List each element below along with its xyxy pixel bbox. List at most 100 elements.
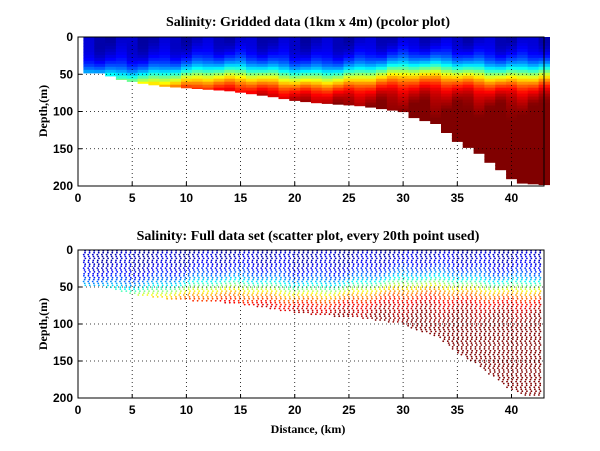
scatter-point [460, 313, 463, 316]
scatter-point [88, 282, 91, 285]
scatter-point [83, 278, 86, 281]
scatter-point [516, 296, 519, 298]
scatter-point [403, 271, 405, 273]
scatter-point [370, 296, 373, 298]
scatter-point [207, 271, 210, 273]
scatter-point [233, 301, 236, 304]
pcolor-cell [484, 93, 496, 98]
scatter-point [484, 297, 487, 300]
scatter-point [374, 313, 376, 316]
scatter-point [251, 259, 254, 262]
scatter-point [529, 301, 532, 304]
scatter-point [220, 276, 223, 279]
pcolor-cell [235, 90, 247, 93]
scatter-point [533, 394, 536, 396]
scatter-point [539, 351, 541, 354]
scatter-point [425, 257, 428, 260]
scatter-point [301, 280, 303, 283]
scatter-point [539, 265, 541, 267]
scatter-point [228, 259, 231, 262]
scatter-point [511, 388, 514, 391]
scatter-point [288, 265, 291, 267]
scatter-point [489, 263, 492, 266]
scatter-point [492, 280, 495, 283]
pcolor-cell [506, 162, 518, 166]
scatter-point [371, 263, 373, 266]
scatter-point [396, 321, 399, 323]
pcolor-cell [300, 87, 312, 92]
scatter-point [439, 271, 442, 273]
scatter-point [406, 272, 409, 275]
scatter-point [438, 332, 441, 335]
scatter-point [275, 303, 278, 306]
scatter-point [483, 361, 486, 364]
scatter-point [507, 296, 509, 298]
pcolor-cell [191, 87, 204, 89]
scatter-point [524, 274, 527, 277]
scatter-point [483, 315, 486, 318]
scatter-point [506, 288, 509, 291]
pcolor-cell [376, 87, 388, 92]
grid-lines [78, 250, 544, 398]
pcolor-cell [365, 81, 377, 86]
scatter-point [465, 280, 467, 283]
scatter-point [453, 284, 455, 287]
scatter-point [406, 269, 409, 271]
scatter-point [306, 255, 309, 258]
scatter-point [469, 334, 472, 337]
pcolor-cell [462, 63, 475, 68]
pcolor-cell [289, 57, 301, 62]
pcolor-cell [473, 114, 485, 119]
pcolor-cell [451, 57, 464, 62]
scatter-point [519, 340, 522, 343]
pcolor-cell [354, 54, 366, 59]
scatter-point [251, 288, 254, 291]
scatter-point [246, 267, 249, 269]
scatter-point [346, 253, 349, 256]
scatter-point [137, 261, 140, 264]
pcolor-cell [365, 60, 377, 65]
scatter-point [306, 288, 308, 291]
scatter-point [483, 313, 486, 316]
pcolor-cell [408, 96, 420, 101]
scatter-point [92, 261, 94, 264]
scatter-point [483, 299, 486, 302]
scatter-point [102, 276, 105, 279]
scatter-point [306, 305, 309, 308]
scatter-point [361, 297, 364, 300]
scatter-point [364, 280, 367, 283]
scatter-point [484, 292, 486, 294]
pcolor-cell [267, 40, 280, 44]
scatter-point [175, 263, 178, 266]
scatter-point [179, 251, 182, 254]
pcolor-cell [506, 177, 518, 180]
scatter-point [411, 301, 413, 304]
scatter-point [169, 288, 172, 291]
scatter-point [393, 311, 396, 314]
pcolor-cell [321, 37, 334, 41]
scatter-point [474, 253, 476, 256]
scatter-point [451, 346, 454, 348]
scatter-point [134, 276, 137, 279]
scatter-point [124, 288, 126, 291]
scatter-point [329, 282, 332, 285]
scatter-point [96, 280, 99, 283]
scatter-point [88, 284, 91, 287]
scatter-point [511, 269, 514, 271]
pcolor-cell [441, 54, 453, 59]
pcolor-cell [148, 66, 160, 71]
scatter-point [156, 292, 159, 294]
scatter-point [301, 299, 304, 302]
scatter-point [252, 269, 254, 271]
scatter-point [506, 269, 509, 271]
scatter-point [457, 349, 460, 352]
scatter-point [456, 255, 459, 258]
scatter-point [366, 290, 369, 292]
pcolor-cell [289, 99, 301, 101]
scatter-point [137, 294, 140, 296]
scatter-point [179, 269, 182, 271]
scatter-point [125, 276, 128, 279]
scatter-point [502, 251, 505, 254]
pcolor-cell [484, 144, 496, 148]
scatter-point [155, 274, 158, 277]
